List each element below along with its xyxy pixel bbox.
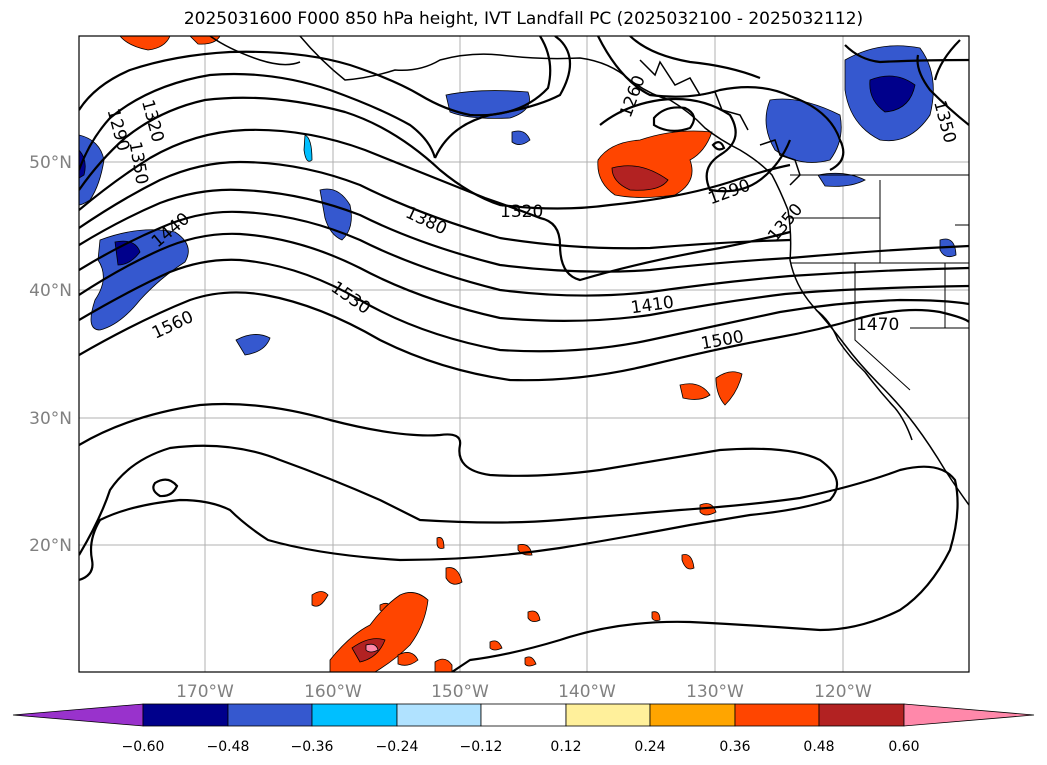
colorbar	[12, 703, 1035, 727]
lat-tick: 30°N	[29, 409, 72, 429]
longitude-ticks: 170°W 160°W 150°W 140°W 130°W 120°W	[176, 682, 872, 702]
colorbar-tick: 0.36	[719, 739, 750, 755]
lat-tick: 40°N	[29, 281, 72, 301]
colorbar-tick: −0.36	[291, 739, 334, 755]
lon-tick: 130°W	[686, 682, 744, 702]
colorbar-tick: 0.60	[888, 739, 919, 755]
map-title: 2025031600 F000 850 hPa height, IVT Land…	[183, 9, 864, 29]
positive-anomaly-regions	[119, 36, 743, 672]
coastlines	[209, 36, 969, 506]
lon-tick: 170°W	[176, 682, 234, 702]
colorbar-extend-low	[12, 703, 144, 727]
colorbar-ticks: −0.60 −0.48 −0.36 −0.24 −0.12 0.12 0.24 …	[122, 739, 920, 755]
colorbar-tick: −0.48	[207, 739, 250, 755]
colorbar-tick: 0.48	[803, 739, 834, 755]
lon-tick: 150°W	[431, 682, 489, 702]
lat-tick: 50°N	[29, 153, 72, 173]
colorbar-tick: 0.12	[550, 739, 581, 755]
latitude-ticks: 50°N 40°N 30°N 20°N	[29, 153, 72, 556]
colorbar-tick: −0.12	[460, 739, 503, 755]
lon-tick: 140°W	[558, 682, 616, 702]
contour-label: 1320	[500, 202, 543, 222]
map-frame	[78, 35, 970, 673]
political-borders	[790, 174, 969, 391]
colorbar-extend-high	[903, 703, 1035, 727]
contour-label: 1470	[856, 315, 899, 335]
gridlines	[79, 36, 969, 672]
colorbar-tick: −0.24	[376, 739, 419, 755]
height-contours	[79, 36, 969, 672]
lon-tick: 120°W	[814, 682, 872, 702]
colorbar-tick: −0.60	[122, 739, 165, 755]
colorbar-tick: 0.24	[634, 739, 665, 755]
lat-tick: 20°N	[29, 536, 72, 556]
lon-tick: 160°W	[304, 682, 362, 702]
